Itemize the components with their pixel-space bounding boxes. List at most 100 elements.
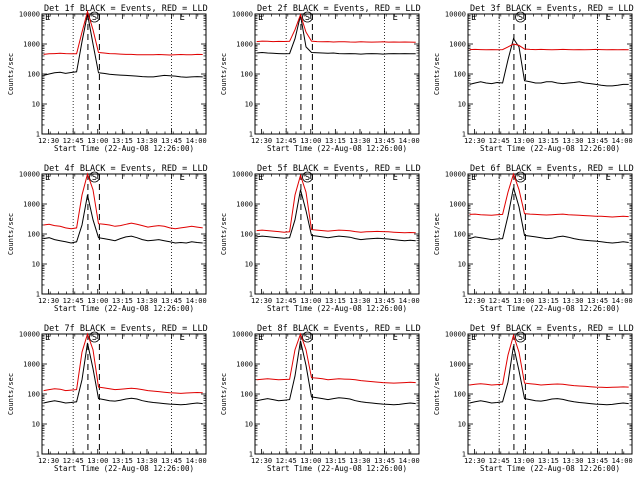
panel-title: Det 2f BLACK = Events, RED = LLD	[257, 4, 421, 14]
y-tick-label: 100	[453, 71, 466, 79]
chart-panel: Det 2f BLACK = Events, RED = LLD Counts/s…	[220, 4, 421, 153]
x-tick-label: 13:15	[112, 137, 133, 145]
x-tick-label: 13:15	[112, 457, 133, 465]
x-tick-label: 13:30	[349, 457, 370, 465]
x-tick-label: 12:45	[489, 297, 510, 305]
plot-frame	[41, 173, 207, 295]
y-tick-label: 1000	[449, 201, 466, 209]
y-tick-label: 10	[32, 421, 40, 429]
x-tick-label: 13:30	[562, 457, 583, 465]
plot-frame	[254, 333, 420, 455]
events-series-line	[469, 37, 629, 87]
x-tick-label: 12:30	[251, 297, 272, 305]
x-tick-label: 12:30	[38, 297, 59, 305]
plot-frame	[467, 173, 633, 295]
start-marker-circle	[302, 331, 313, 343]
start-marker-label: S	[92, 333, 97, 343]
lld-series-line	[469, 43, 629, 51]
events-series-line	[469, 345, 629, 406]
panel-title: Det 9f BLACK = Events, RED = LLD	[470, 324, 634, 334]
x-tick-label: 12:30	[251, 137, 272, 145]
x-tick-label: 13:15	[325, 457, 346, 465]
end-marker-label: E	[471, 333, 476, 343]
y-axis-label: Counts/sec	[220, 373, 228, 415]
x-tick-label: 12:45	[276, 297, 297, 305]
plot-frame	[254, 173, 420, 295]
end-marker-label: E	[471, 173, 476, 183]
x-axis-label: Start Time (22-Aug-08 12:26:00)	[54, 304, 194, 313]
events-series-line	[43, 194, 203, 244]
x-tick-label: 13:45	[161, 297, 182, 305]
y-tick-label: 100	[240, 231, 253, 239]
lld-series-line	[43, 9, 203, 56]
x-tick-label: 13:15	[325, 297, 346, 305]
y-axis-label: Counts/sec	[433, 53, 441, 95]
x-axis-label: Start Time (22-Aug-08 12:26:00)	[54, 144, 194, 153]
x-tick-label: 12:45	[276, 137, 297, 145]
y-tick-label: 10	[245, 421, 253, 429]
events-series-line	[43, 342, 203, 406]
x-tick-label: 12:30	[251, 457, 272, 465]
end-marker-label: E	[392, 173, 397, 183]
panel-title: Det 6f BLACK = Events, RED = LLD	[470, 164, 634, 174]
start-marker-label: S	[305, 13, 310, 23]
x-tick-label: 12:30	[464, 297, 485, 305]
start-marker-label: S	[518, 173, 523, 183]
x-tick-label: 13:00	[513, 137, 534, 145]
x-axis-label: Start Time (22-Aug-08 12:26:00)	[267, 304, 407, 313]
events-series-line	[469, 187, 629, 244]
lld-series-line	[469, 333, 629, 389]
chart-panel: Det 6f BLACK = Events, RED = LLD Counts/s…	[433, 164, 634, 313]
y-tick-label: 100	[240, 391, 253, 399]
chart-panel: Det 5f BLACK = Events, RED = LLD Counts/s…	[220, 164, 421, 313]
start-marker-label: S	[92, 173, 97, 183]
y-tick-label: 1000	[449, 41, 466, 49]
y-tick-label: 1000	[236, 41, 253, 49]
plot-frame	[467, 333, 633, 455]
y-tick-label: 1000	[23, 41, 40, 49]
lld-series-line	[256, 332, 416, 384]
lld-series-line	[469, 172, 629, 218]
y-tick-label: 10000	[232, 331, 253, 339]
y-tick-label: 1	[249, 131, 253, 139]
x-tick-label: 12:45	[63, 137, 84, 145]
events-series-line	[43, 13, 203, 78]
x-tick-label: 14:00	[612, 297, 633, 305]
y-tick-label: 10000	[445, 171, 466, 179]
x-tick-label: 13:15	[538, 137, 559, 145]
y-tick-label: 1	[249, 291, 253, 299]
start-marker-circle	[515, 331, 526, 343]
plot-frame	[254, 13, 420, 135]
end-marker-label: E	[258, 13, 263, 23]
x-axis-label: Start Time (22-Aug-08 12:26:00)	[267, 464, 407, 473]
x-tick-label: 13:00	[87, 137, 108, 145]
x-tick-label: 13:45	[374, 137, 395, 145]
end-marker-label: E	[605, 333, 610, 343]
start-marker-circle	[302, 171, 313, 183]
y-tick-label: 1	[36, 291, 40, 299]
x-tick-label: 13:30	[136, 297, 157, 305]
y-axis-label: Counts/sec	[220, 213, 228, 255]
lld-series-line	[256, 173, 416, 234]
y-tick-label: 100	[453, 231, 466, 239]
x-tick-label: 13:00	[513, 457, 534, 465]
y-tick-label: 1000	[449, 361, 466, 369]
x-tick-label: 13:30	[136, 457, 157, 465]
x-tick-label: 12:45	[489, 137, 510, 145]
y-axis-label: Counts/sec	[433, 213, 441, 255]
x-tick-label: 13:30	[562, 137, 583, 145]
y-tick-label: 1	[462, 131, 466, 139]
y-tick-label: 1000	[23, 361, 40, 369]
x-tick-label: 12:30	[38, 137, 59, 145]
y-axis-label: Counts/sec	[220, 53, 228, 95]
plot-frame	[41, 13, 207, 135]
y-tick-label: 10000	[19, 171, 40, 179]
x-tick-label: 13:00	[300, 457, 321, 465]
events-series-line	[256, 189, 416, 242]
y-tick-label: 1	[462, 451, 466, 459]
y-tick-label: 100	[27, 231, 40, 239]
start-marker-circle	[89, 331, 100, 343]
lld-series-line	[43, 172, 203, 230]
y-tick-label: 10	[32, 101, 40, 109]
